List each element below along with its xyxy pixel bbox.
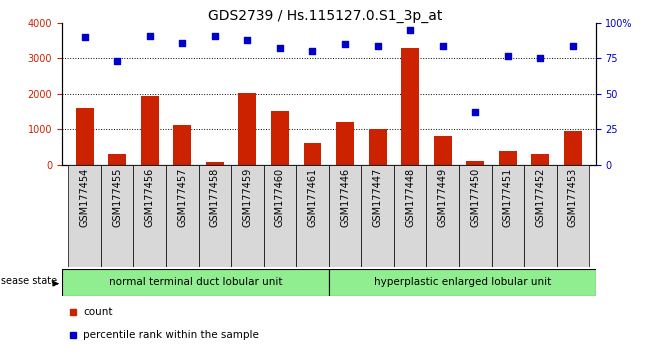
Bar (133, 165, 166, 267)
Text: GSM177457: GSM177457 (177, 168, 187, 227)
Point (307, 48, 318, 54)
Bar (231, 165, 264, 267)
Point (503, 53, 513, 58)
Text: GSM177450: GSM177450 (470, 168, 480, 227)
Bar (492, 165, 524, 267)
Point (112, 58, 122, 64)
Text: GSM177448: GSM177448 (405, 168, 415, 227)
Point (79, 34, 90, 40)
Bar (303, 143, 322, 165)
Bar (141, 96, 159, 165)
Text: GSM177446: GSM177446 (340, 168, 350, 227)
Text: disease state: disease state (0, 276, 57, 286)
Bar (329, 269, 596, 296)
Bar (68, 165, 101, 267)
Bar (271, 111, 289, 165)
Bar (336, 122, 354, 165)
Bar (166, 165, 199, 267)
Text: hyperplastic enlarged lobular unit: hyperplastic enlarged lobular unit (374, 277, 551, 287)
Bar (173, 125, 191, 165)
Bar (524, 165, 557, 267)
Bar (108, 154, 126, 165)
Bar (101, 165, 133, 267)
Text: GSM177459: GSM177459 (242, 168, 253, 227)
Point (242, 37, 253, 43)
Bar (426, 165, 459, 267)
Text: GSM177461: GSM177461 (307, 168, 318, 227)
Bar (76, 108, 94, 165)
Point (372, 43, 383, 48)
Text: GDS2739 / Hs.115127.0.S1_3p_at: GDS2739 / Hs.115127.0.S1_3p_at (208, 9, 443, 23)
Bar (368, 129, 387, 165)
Bar (401, 48, 419, 165)
Point (145, 33, 155, 39)
Bar (238, 93, 256, 165)
Point (535, 56, 546, 61)
Point (275, 46, 285, 51)
Text: GSM177454: GSM177454 (79, 168, 90, 227)
Bar (62, 269, 329, 296)
Text: count: count (83, 307, 113, 318)
Bar (466, 161, 484, 165)
Text: GSM177453: GSM177453 (568, 168, 578, 227)
Bar (206, 162, 224, 165)
Bar (499, 151, 517, 165)
Bar (361, 165, 394, 267)
Point (568, 43, 578, 48)
Bar (564, 131, 582, 165)
Bar (264, 165, 296, 267)
Text: normal terminal duct lobular unit: normal terminal duct lobular unit (109, 277, 282, 287)
Bar (531, 154, 549, 165)
Bar (199, 165, 231, 267)
Text: GSM177460: GSM177460 (275, 168, 285, 227)
Bar (459, 165, 492, 267)
Text: GSM177447: GSM177447 (372, 168, 383, 227)
Bar (296, 165, 329, 267)
Point (210, 33, 220, 39)
Point (340, 41, 350, 47)
Bar (557, 165, 589, 267)
Point (405, 27, 415, 33)
Point (437, 43, 448, 48)
Text: GSM177452: GSM177452 (535, 168, 546, 227)
Point (470, 109, 480, 115)
Text: GSM177449: GSM177449 (437, 168, 448, 227)
Bar (434, 136, 452, 165)
Text: percentile rank within the sample: percentile rank within the sample (83, 330, 259, 341)
Bar (329, 165, 361, 267)
Bar (394, 165, 426, 267)
Text: GSM177456: GSM177456 (145, 168, 155, 227)
Text: GSM177458: GSM177458 (210, 168, 220, 227)
Point (177, 40, 187, 46)
Text: GSM177451: GSM177451 (503, 168, 513, 227)
Text: GSM177455: GSM177455 (112, 168, 122, 227)
